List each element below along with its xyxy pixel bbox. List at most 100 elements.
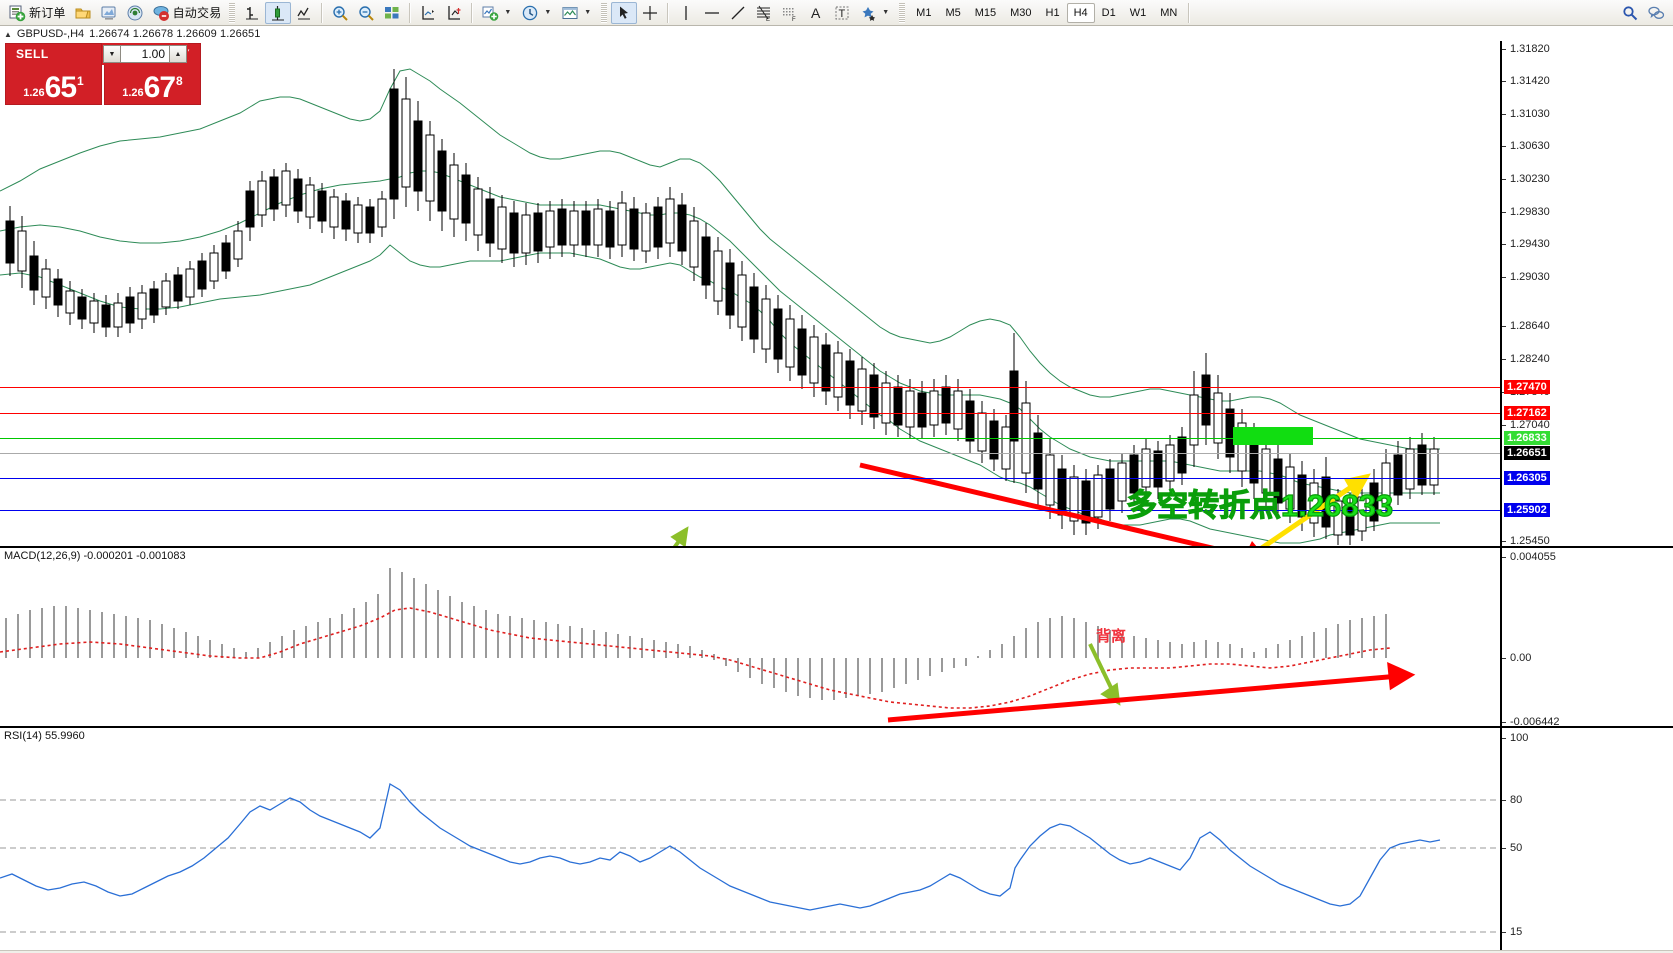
macd-axis[interactable]: 0.004055 0.00 -0.006442 [1500,548,1673,728]
indicators-dropdown-caret[interactable]: ▼ [504,9,512,16]
fibonacci-button[interactable]: E [751,2,777,24]
sell-price-prefix: 1.26 [23,87,45,99]
hline-1-26305[interactable] [0,478,1500,479]
status-bar [0,950,1673,953]
period-dropdown-caret[interactable]: ▼ [544,9,552,16]
tile-windows-button[interactable] [379,2,405,24]
text-label-button[interactable]: T [829,2,855,24]
price-badge-1-26305[interactable]: 1.26305 [1504,471,1550,485]
hline-1-27162[interactable] [0,413,1500,414]
timeframe-m30[interactable]: M30 [1010,6,1032,19]
buy-price-prefix: 1.26 [122,87,144,99]
toolbar-grip-1[interactable] [229,2,236,23]
one-click-trading-panel[interactable]: SELL 1.26 65 1 BUY 1.26 67 8 ▼ 1.00 ▲ [5,43,207,105]
volume-increase-button[interactable]: ▲ [169,45,187,63]
buy-price: 1.26 67 8 [105,73,200,103]
price-badge-1-26833[interactable]: 1.26833 [1504,431,1550,445]
price-axis[interactable]: 1.31820 1.31420 1.31030 1.30630 1.30230 … [1500,41,1673,547]
search-button[interactable] [1617,2,1643,24]
text-button[interactable]: A [803,2,829,24]
price-pane[interactable]: 多空转折点1.26833 [0,41,1673,547]
toolbar-grip-3[interactable] [899,2,906,23]
hline-1-25902[interactable] [0,510,1500,511]
hline-1-27470[interactable] [0,387,1500,388]
timeframe-mn[interactable]: MN [1160,6,1178,19]
line-chart-button[interactable] [291,2,317,24]
main-toolbar: 新订单 [0,0,1673,26]
toolbar-separator-5 [1188,2,1191,23]
annotation-pivot-text: 多空转折点1.26833 [1125,488,1394,523]
timeframe-h1[interactable]: H1 [1045,6,1060,19]
price-tick: 1.28240 [1502,353,1550,365]
folder-icon [74,4,92,22]
timeframe-w1[interactable]: W1 [1129,6,1147,19]
toolbar-grip-2[interactable] [601,2,608,23]
volume-stepper[interactable]: ▼ 1.00 ▲ [102,43,188,65]
price-tick: 1.31030 [1502,108,1550,120]
timeframe-m1[interactable]: M1 [916,6,932,19]
sell-button[interactable]: SELL 1.26 65 1 [5,43,102,105]
candlestick-chart-button[interactable] [265,1,292,24]
templates-button[interactable]: ▼ [557,2,597,24]
volume-decrease-button[interactable]: ▼ [103,45,121,63]
macd-indicator-label: MACD(12,26,9) -0.000201 -0.001083 [4,550,186,562]
trendline-icon [729,4,747,22]
vertical-line-button[interactable] [673,2,699,24]
rsi-plot[interactable] [0,728,1500,953]
data-window-button[interactable] [415,2,441,24]
indicators-button[interactable]: ▼ [477,2,517,24]
red-downtrend-line [859,462,1215,546]
auto-trading-button[interactable]: 自动交易 [148,2,226,24]
macd-plot[interactable]: 背离 [0,548,1500,726]
toolbar-separator-1 [321,2,324,23]
templates-dropdown-caret[interactable]: ▼ [584,9,592,16]
macd-pane[interactable]: MACD(12,26,9) -0.000201 -0.001083 [0,546,1673,728]
chart-shift-button[interactable] [441,2,467,24]
new-order-button[interactable]: 新订单 [4,2,70,24]
green-highlight-box [1233,427,1313,445]
shapes-button[interactable]: ▼ [855,2,895,24]
timeframe-h4[interactable]: H4 [1066,2,1095,23]
hline-1-26833[interactable] [0,438,1500,439]
search-icon [1621,4,1639,22]
crosshair-button[interactable] [637,2,663,24]
cursor-button[interactable] [611,1,638,24]
zoom-in-button[interactable] [327,2,353,24]
zoom-in-icon [331,4,349,22]
chat-button[interactable] [1643,2,1669,24]
bar-chart-button[interactable] [239,2,265,24]
equidistant-channel-button[interactable]: F [777,2,803,24]
green-divergence-arrow [1088,643,1121,706]
price-plot[interactable]: 多空转折点1.26833 [0,41,1500,546]
symbol-ohlc: 1.26674 1.26678 1.26609 1.26651 [89,28,261,40]
timeframe-d1[interactable]: D1 [1101,6,1116,19]
new-order-icon [8,4,26,22]
svg-text:T: T [839,8,846,20]
network-button[interactable] [122,2,148,24]
timeframe-m15[interactable]: M15 [974,6,997,19]
sell-price-sup: 1 [77,74,84,88]
macd-tick: 0.004055 [1502,551,1556,563]
period-button[interactable]: ▼ [517,2,557,24]
svg-text:A: A [811,5,821,21]
price-badge-1-27162[interactable]: 1.27162 [1504,406,1550,420]
volume-input[interactable]: 1.00 [121,45,169,63]
rsi-axis[interactable]: 100 80 50 15 0 [1500,728,1673,953]
rsi-pane[interactable]: RSI(14) 55.9960 100 80 50 15 0 [0,726,1673,953]
folder-button[interactable] [70,2,96,24]
collapse-triangle-icon[interactable]: ▲ [4,29,12,39]
price-badge-1-25902[interactable]: 1.25902 [1504,503,1550,517]
profile-button[interactable] [96,2,122,24]
horizontal-line-button[interactable] [699,2,725,24]
chart-container[interactable]: 多空转折点1.26833 [0,41,1673,953]
shapes-dropdown-caret[interactable]: ▼ [882,9,890,16]
timeframe-m5[interactable]: M5 [945,6,961,19]
price-badge-1-27470[interactable]: 1.27470 [1504,380,1550,394]
sell-price-big: 65 [44,71,77,104]
bar-chart-icon [243,4,261,22]
equidistant-channel-icon: F [781,4,799,23]
price-tick: 1.31820 [1502,43,1550,55]
indicators-icon [481,4,499,22]
trendline-button[interactable] [725,2,751,24]
zoom-out-button[interactable] [353,2,379,24]
